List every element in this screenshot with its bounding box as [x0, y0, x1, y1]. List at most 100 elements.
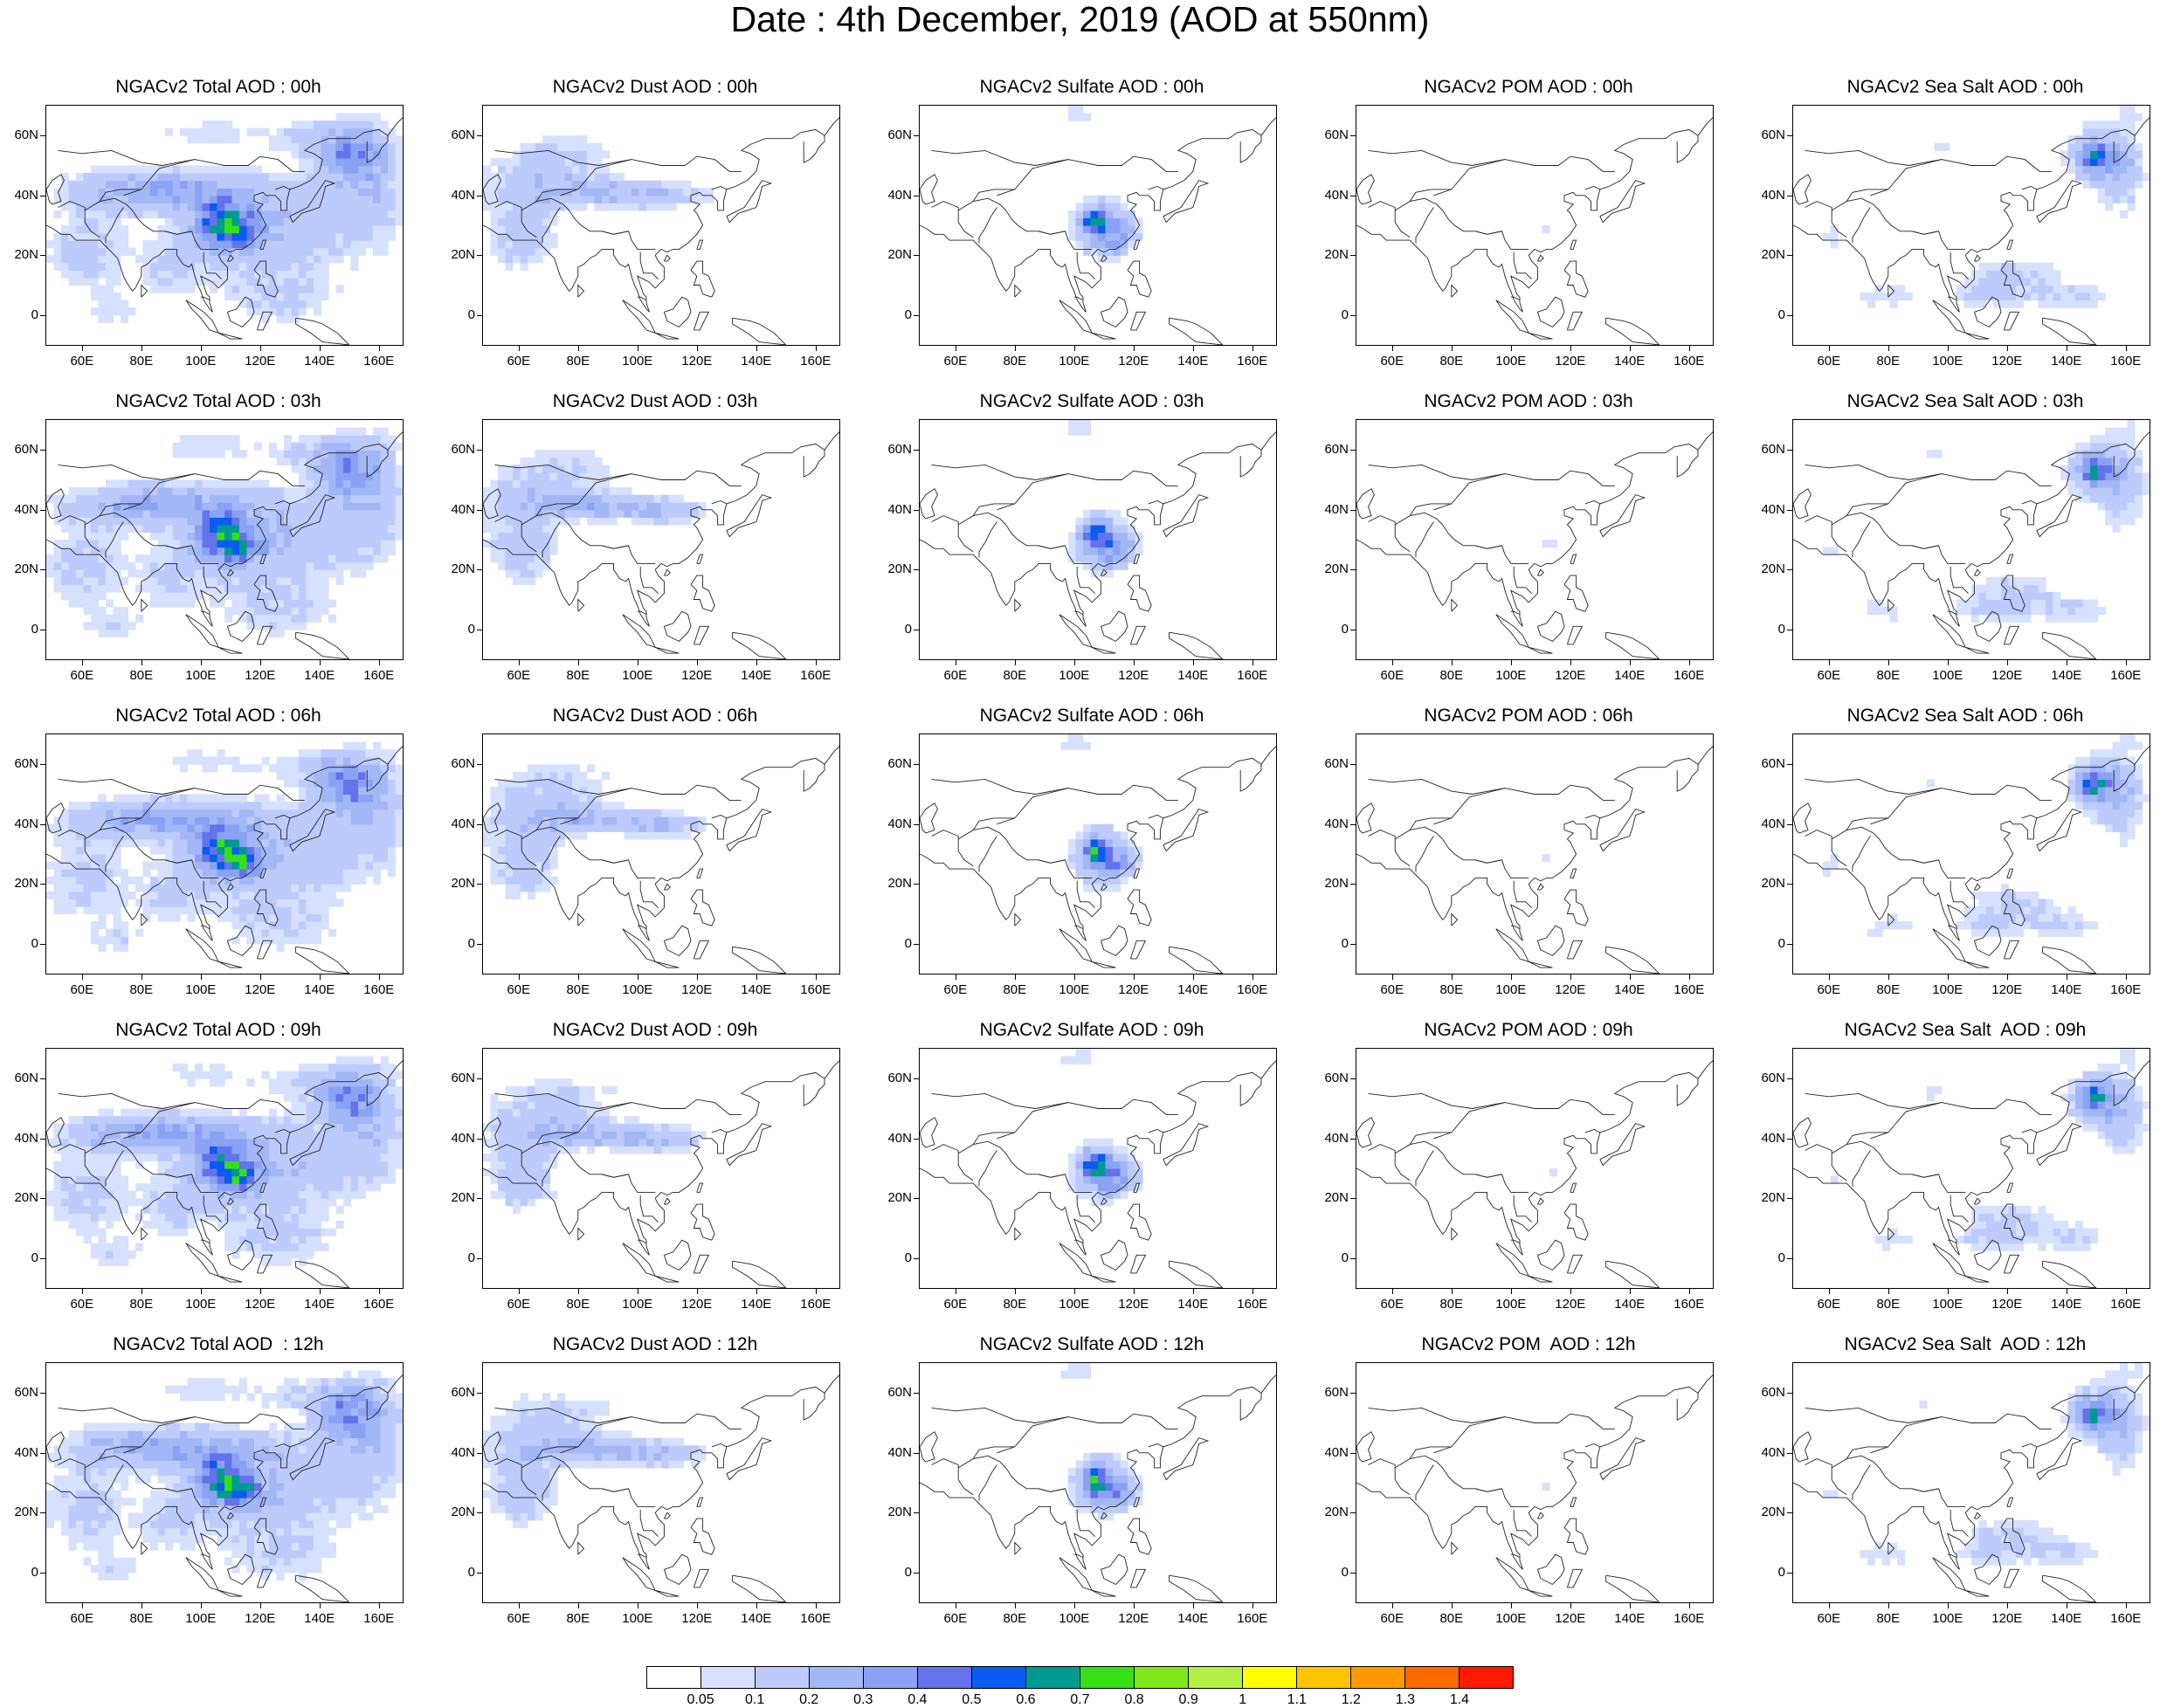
lat-tick-label: 0 [904, 621, 912, 637]
lat-tick [40, 1452, 45, 1454]
coastline [164, 231, 219, 250]
coastline [663, 1512, 671, 1519]
map-frame [45, 1048, 404, 1289]
coastline [259, 239, 267, 250]
coastline [637, 1386, 825, 1570]
lat-tick-label: 20N [14, 247, 38, 263]
lon-tick-label: 80E [566, 1611, 590, 1626]
lat-tick [40, 1257, 45, 1259]
lon-tick [577, 1289, 579, 1294]
coastline [58, 830, 100, 867]
coastline [1887, 913, 1895, 926]
lon-tick-label: 140E [1614, 1297, 1646, 1312]
coastline [2000, 575, 2025, 612]
lon-tick-label: 80E [566, 1297, 590, 1312]
lon-tick [81, 1603, 83, 1608]
coastline [1973, 296, 2002, 328]
coastline [1510, 1239, 1521, 1244]
lat-tick [914, 1452, 919, 1454]
lon-tick [815, 975, 817, 980]
panel-title: NGACv2 POM AOD : 06h [1424, 706, 1633, 726]
lon-tick [378, 1603, 380, 1608]
coastline [46, 224, 213, 313]
coastline [2021, 1443, 2038, 1448]
lon-tick [259, 1603, 261, 1608]
coastline [1474, 545, 1529, 564]
coastline [622, 1243, 657, 1278]
lon-tick-label: 100E [1495, 1297, 1527, 1312]
lon-tick [378, 975, 380, 980]
coastline [1073, 1239, 1084, 1244]
coastline [1356, 1117, 1375, 1148]
coastline [185, 614, 220, 649]
coastline [1805, 201, 1847, 238]
coastline [295, 317, 350, 345]
coastline [1169, 317, 1224, 345]
map-frame [482, 105, 840, 346]
coastline [1947, 925, 1957, 930]
coastline [1805, 1458, 1847, 1496]
coastline [931, 515, 974, 553]
lat-tick [40, 1078, 45, 1080]
coastline [483, 1167, 650, 1256]
map-panel: NGACv2 Total AOD : 00h 60N 40N 20N 0 60E 80E 10… [0, 77, 415, 387]
coastline [957, 826, 1066, 864]
coastline [259, 868, 267, 878]
coastline [1368, 1407, 1506, 1423]
lon-tick-label: 160E [1237, 1297, 1268, 1312]
lon-tick-label: 140E [1614, 668, 1646, 683]
coastline [1163, 809, 1210, 852]
map-frame [45, 419, 404, 660]
lon-tick-label: 80E [1439, 1297, 1464, 1312]
colorbar-label: 1.2 [1341, 1692, 1361, 1707]
coastline [123, 784, 305, 825]
coastline [1870, 1098, 2052, 1140]
lon-tick [696, 346, 698, 351]
coastline [123, 1098, 305, 1140]
map-panel: NGACv2 Dust AOD : 09h 60N 40N 20N 0 60E 80E 100… [437, 1020, 852, 1330]
map-panel: NGACv2 Total AOD : 06h 60N 40N 20N 0 60E 80E 10… [0, 706, 415, 1016]
coastline [226, 1197, 234, 1205]
lat-tick [914, 450, 919, 451]
coastline [1950, 1195, 1969, 1223]
lon-tick-label: 60E [943, 1611, 968, 1626]
lat-tick [914, 884, 919, 885]
coastline [560, 470, 742, 511]
coastline [105, 521, 124, 558]
coastline [58, 778, 196, 795]
coastline [1852, 207, 1871, 244]
lat-tick-label: 40N [887, 501, 912, 517]
lat-tick [1787, 1393, 1792, 1395]
lon-tick-label: 140E [741, 982, 772, 997]
lat-tick [477, 884, 482, 885]
coastline [1368, 201, 1411, 238]
lon-tick [378, 660, 380, 665]
coastline [1169, 1260, 1224, 1288]
coastline [931, 1458, 974, 1496]
lat-tick-label: 0 [1777, 1564, 1785, 1580]
coastline [693, 1254, 710, 1274]
map-panel: NGACv2 Sulfate AOD : 09h 60N 40N 20N 0 60E 80E… [873, 1020, 1288, 1330]
lat-tick [914, 1078, 919, 1080]
lon-tick [815, 1289, 817, 1294]
colorbar-label: 0.3 [853, 1692, 873, 1707]
lon-tick-label: 140E [1177, 668, 1209, 683]
coastline [1073, 1553, 1084, 1559]
lat-tick [40, 823, 45, 825]
lon-tick [319, 1603, 321, 1608]
lon-tick [1133, 660, 1135, 665]
lon-tick-label: 100E [185, 1297, 217, 1312]
coastline [1356, 174, 1375, 205]
lon-tick [259, 975, 261, 980]
lat-tick [1350, 1452, 1356, 1454]
coastline [1947, 443, 2136, 627]
coastline [217, 1275, 243, 1283]
lat-tick-label: 20N [14, 561, 38, 577]
lon-tick-label: 160E [1673, 982, 1705, 997]
coastline [1846, 1446, 1888, 1459]
coastline [1495, 1557, 1530, 1592]
coastline [1599, 180, 1646, 224]
coastline [1947, 296, 1957, 301]
aod-field-seasalt [1793, 106, 2150, 345]
lat-tick-label: 20N [451, 1505, 475, 1520]
